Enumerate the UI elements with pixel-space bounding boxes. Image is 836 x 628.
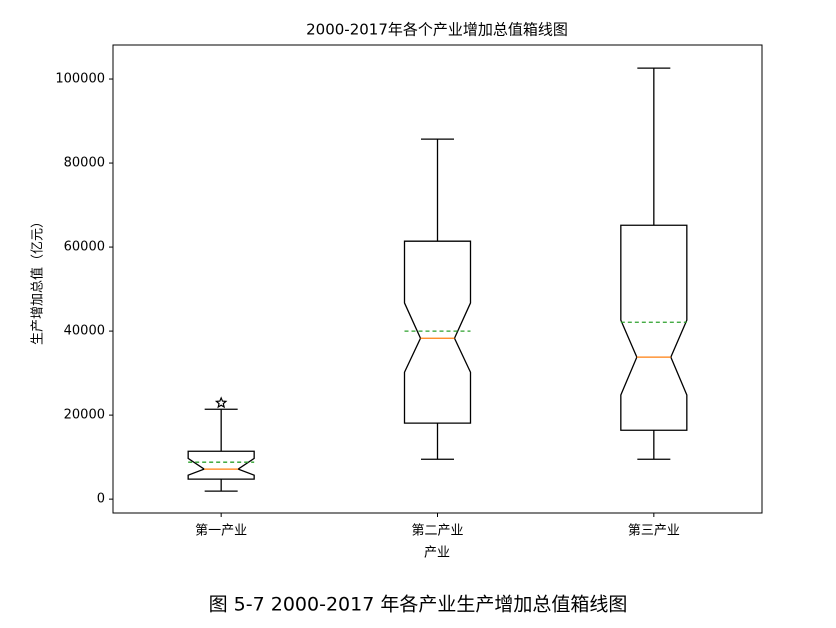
- flier: [214, 396, 228, 409]
- x-tick-label: 第三产业: [628, 524, 680, 539]
- y-tick-label: 80000: [64, 156, 105, 171]
- y-tick-label: 0: [97, 492, 105, 507]
- y-tick-label: 60000: [64, 240, 105, 255]
- x-tick-label: 第二产业: [411, 524, 463, 539]
- y-tick-label: 40000: [64, 324, 105, 339]
- y-tick-label: 100000: [55, 72, 105, 87]
- figure-caption: 图 5-7 2000-2017 年各产业生产增加总值箱线图: [209, 594, 628, 616]
- x-tick-label: 第一产业: [195, 524, 247, 539]
- x-axis-label: 产业: [424, 546, 450, 561]
- notched-box: [620, 224, 688, 431]
- y-tick-label: 20000: [64, 408, 105, 423]
- notched-box: [403, 240, 472, 424]
- chart-title: 2000-2017年各个产业增加总值箱线图: [306, 21, 568, 39]
- notched-box: [187, 450, 255, 480]
- y-axis-label: 生产增加总值（亿元）: [30, 215, 46, 345]
